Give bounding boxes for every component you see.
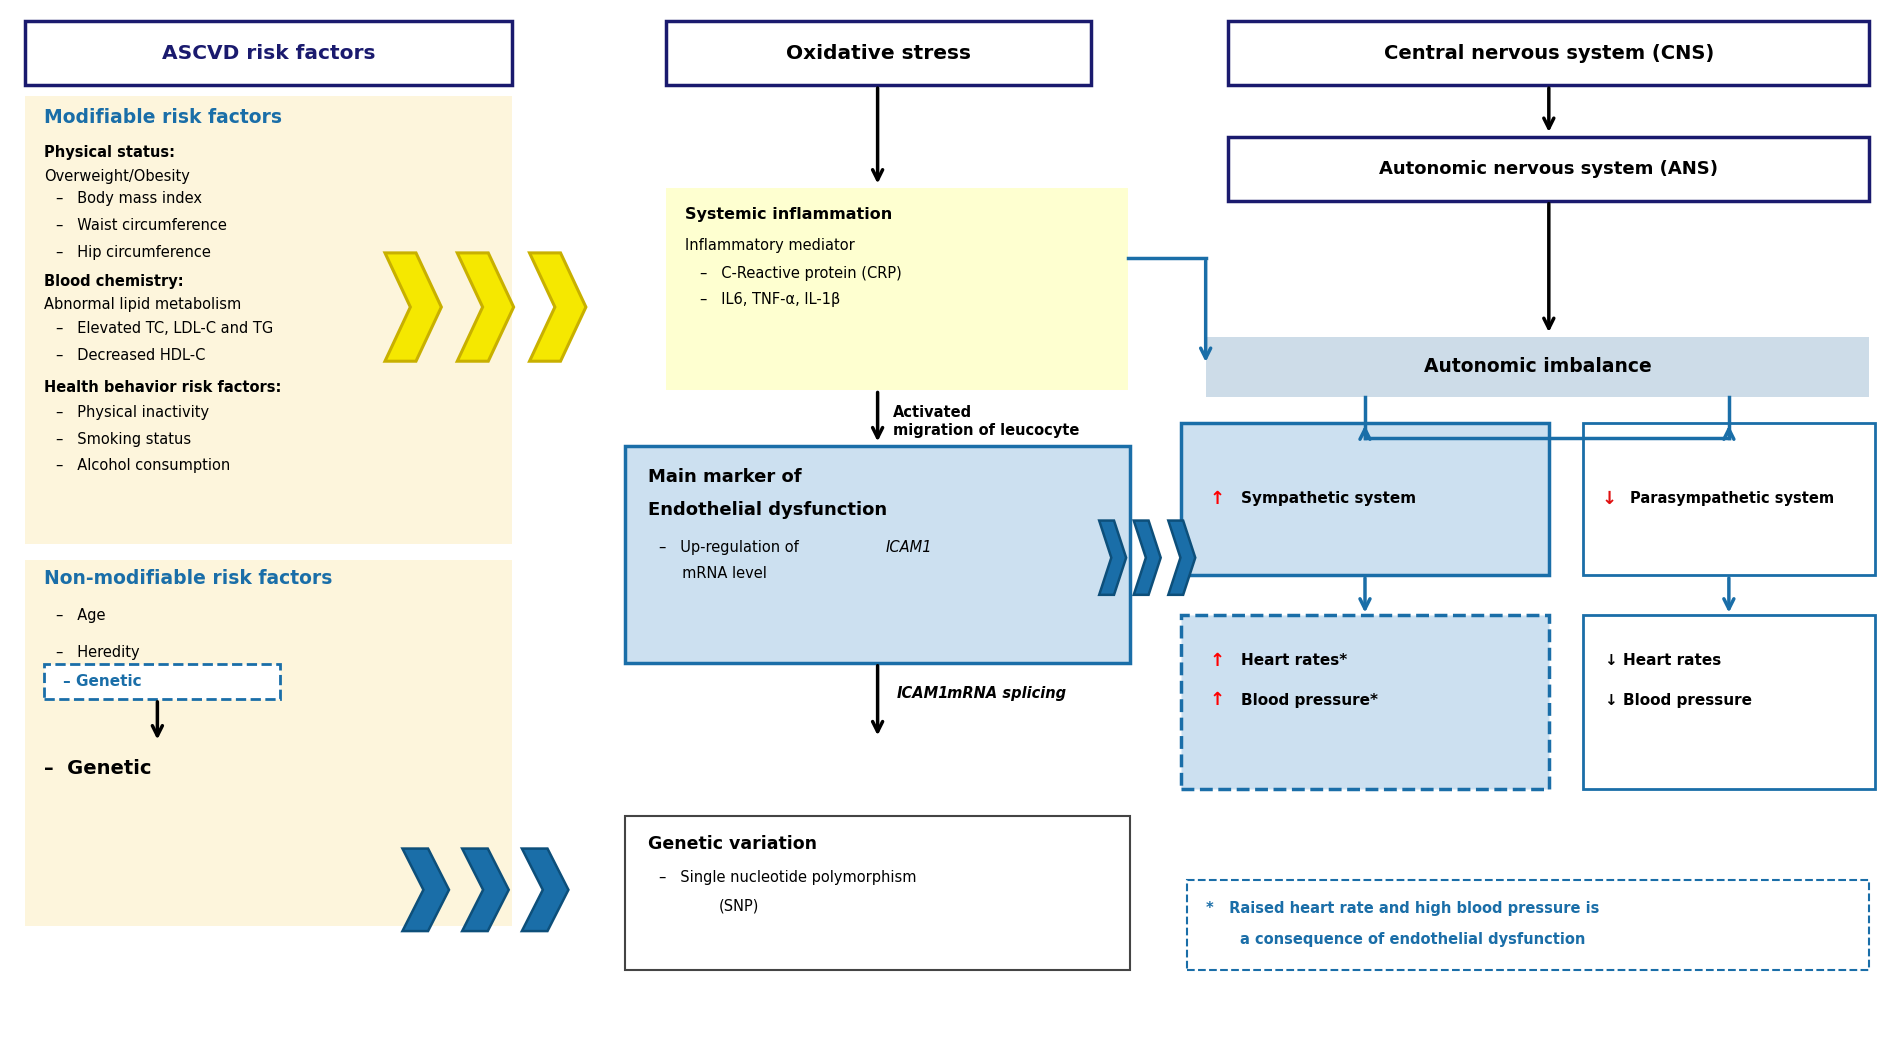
Text: –  Genetic: – Genetic bbox=[44, 759, 152, 778]
Polygon shape bbox=[402, 848, 449, 931]
Polygon shape bbox=[523, 848, 568, 931]
Text: Blood pressure*: Blood pressure* bbox=[1241, 693, 1379, 707]
Text: Activated: Activated bbox=[892, 404, 972, 420]
Polygon shape bbox=[1135, 521, 1161, 595]
Text: migration of leucocyte: migration of leucocyte bbox=[892, 423, 1080, 439]
Text: mRNA level: mRNA level bbox=[659, 565, 767, 581]
FancyBboxPatch shape bbox=[625, 815, 1131, 971]
FancyBboxPatch shape bbox=[1188, 879, 1869, 971]
Text: Inflammatory mediator: Inflammatory mediator bbox=[686, 237, 854, 253]
Text: Oxidative stress: Oxidative stress bbox=[786, 44, 972, 63]
Text: Central nervous system (CNS): Central nervous system (CNS) bbox=[1385, 44, 1714, 63]
Text: Abnormal lipid metabolism: Abnormal lipid metabolism bbox=[44, 298, 242, 312]
Text: –   IL6, TNF-α, IL-1β: – IL6, TNF-α, IL-1β bbox=[701, 292, 841, 307]
Text: Non-modifiable risk factors: Non-modifiable risk factors bbox=[44, 569, 333, 588]
FancyBboxPatch shape bbox=[667, 22, 1091, 85]
Text: ASCVD risk factors: ASCVD risk factors bbox=[161, 44, 375, 63]
Text: mRNA splicing: mRNA splicing bbox=[941, 686, 1066, 701]
Polygon shape bbox=[384, 253, 441, 361]
Text: –   Body mass index: – Body mass index bbox=[55, 191, 201, 206]
Text: Health behavior risk factors:: Health behavior risk factors: bbox=[44, 380, 282, 395]
Text: –   C-Reactive protein (CRP): – C-Reactive protein (CRP) bbox=[701, 265, 902, 281]
FancyBboxPatch shape bbox=[1229, 137, 1869, 201]
Text: ICAM1: ICAM1 bbox=[896, 686, 949, 701]
Text: –   Heredity: – Heredity bbox=[55, 645, 138, 661]
Text: Overweight/Obesity: Overweight/Obesity bbox=[44, 169, 189, 184]
FancyBboxPatch shape bbox=[1229, 22, 1869, 85]
Text: Systemic inflammation: Systemic inflammation bbox=[686, 206, 892, 222]
Text: (SNP): (SNP) bbox=[720, 899, 759, 914]
Text: –   Single nucleotide polymorphism: – Single nucleotide polymorphism bbox=[659, 870, 917, 885]
Text: Genetic variation: Genetic variation bbox=[648, 836, 816, 853]
Text: ↓ Heart rates: ↓ Heart rates bbox=[1606, 653, 1722, 668]
FancyBboxPatch shape bbox=[1206, 337, 1869, 397]
Polygon shape bbox=[1099, 521, 1127, 595]
Text: ↑: ↑ bbox=[1210, 691, 1225, 709]
Text: a consequence of endothelial dysfunction: a consequence of endothelial dysfunction bbox=[1239, 932, 1585, 947]
Text: Autonomic nervous system (ANS): Autonomic nervous system (ANS) bbox=[1379, 160, 1718, 177]
Text: Sympathetic system: Sympathetic system bbox=[1241, 492, 1417, 506]
Text: –   Age: – Age bbox=[55, 608, 104, 623]
Text: Blood chemistry:: Blood chemistry: bbox=[44, 274, 184, 288]
Text: –   Smoking status: – Smoking status bbox=[55, 431, 191, 447]
FancyBboxPatch shape bbox=[44, 664, 280, 699]
Text: Endothelial dysfunction: Endothelial dysfunction bbox=[648, 501, 886, 520]
FancyBboxPatch shape bbox=[1583, 422, 1875, 576]
Text: –   Up-regulation of: – Up-regulation of bbox=[659, 540, 803, 555]
FancyBboxPatch shape bbox=[25, 95, 511, 544]
Polygon shape bbox=[462, 848, 509, 931]
FancyBboxPatch shape bbox=[667, 189, 1129, 390]
FancyBboxPatch shape bbox=[25, 560, 511, 926]
FancyBboxPatch shape bbox=[625, 446, 1131, 663]
Text: Modifiable risk factors: Modifiable risk factors bbox=[44, 108, 282, 127]
Polygon shape bbox=[1169, 521, 1195, 595]
Text: Physical status:: Physical status: bbox=[44, 145, 176, 160]
Text: ↑: ↑ bbox=[1210, 489, 1225, 508]
Text: Autonomic imbalance: Autonomic imbalance bbox=[1424, 358, 1652, 376]
Text: Heart rates*: Heart rates* bbox=[1241, 653, 1349, 668]
Text: –   Waist circumference: – Waist circumference bbox=[55, 218, 227, 233]
Text: Parasympathetic system: Parasympathetic system bbox=[1631, 492, 1833, 506]
FancyBboxPatch shape bbox=[1182, 422, 1549, 576]
Text: –   Alcohol consumption: – Alcohol consumption bbox=[55, 458, 229, 474]
Text: –   Elevated TC, LDL-C and TG: – Elevated TC, LDL-C and TG bbox=[55, 321, 273, 336]
Text: –   Decreased HDL-C: – Decreased HDL-C bbox=[55, 348, 205, 363]
Text: –   Physical inactivity: – Physical inactivity bbox=[55, 404, 208, 420]
Text: – Genetic: – Genetic bbox=[63, 674, 142, 689]
Polygon shape bbox=[456, 253, 513, 361]
FancyBboxPatch shape bbox=[1583, 615, 1875, 789]
FancyBboxPatch shape bbox=[25, 22, 511, 85]
Polygon shape bbox=[530, 253, 585, 361]
Text: Main marker of: Main marker of bbox=[648, 469, 801, 486]
FancyBboxPatch shape bbox=[1182, 615, 1549, 789]
Text: ICAM1: ICAM1 bbox=[884, 540, 932, 555]
Text: –   Hip circumference: – Hip circumference bbox=[55, 245, 210, 260]
Text: ↑: ↑ bbox=[1210, 652, 1225, 670]
Text: ↓ Blood pressure: ↓ Blood pressure bbox=[1606, 693, 1752, 707]
Text: ↓: ↓ bbox=[1602, 489, 1617, 508]
Text: *   Raised heart rate and high blood pressure is: * Raised heart rate and high blood press… bbox=[1206, 901, 1599, 916]
